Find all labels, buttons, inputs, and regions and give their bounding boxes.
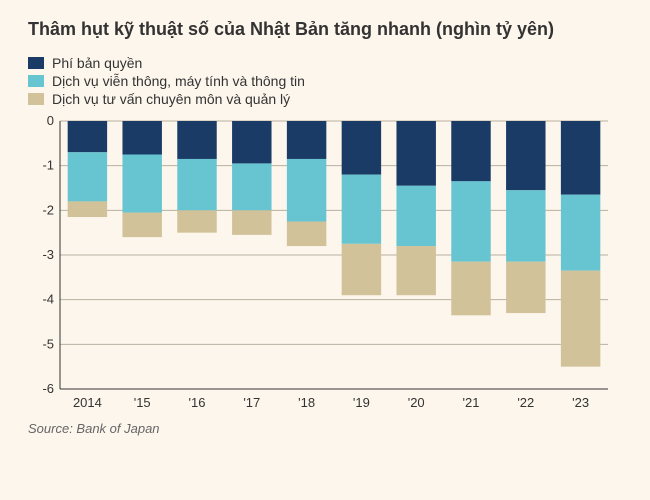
legend-swatch: [28, 93, 44, 105]
bar-segment: [396, 186, 435, 246]
x-tick-label: '19: [353, 395, 370, 410]
bar-segment: [506, 191, 545, 262]
x-tick-label: 2014: [73, 395, 102, 410]
chart-svg: 0 -1 -2 -3 -4 -5 -6 2014 '15 '16 '17 '18 '19 '20 '21 '2…: [28, 115, 618, 415]
y-tick-label: 0: [47, 115, 54, 128]
bar-segment: [451, 262, 490, 316]
chart-title: Thâm hụt kỹ thuật số của Nhật Bản tăng n…: [28, 18, 622, 41]
legend-item: Dịch vụ viễn thông, máy tính và thông ti…: [28, 73, 622, 89]
bar-segment: [122, 121, 161, 155]
bar-segment: [506, 262, 545, 313]
x-tick-label: '22: [517, 395, 534, 410]
bar-segment: [122, 155, 161, 213]
y-tick-label: -3: [42, 247, 54, 262]
bar-segment: [177, 159, 216, 210]
bar-segment: [232, 121, 271, 163]
bar-segment: [396, 121, 435, 186]
y-tick-label: -4: [42, 292, 54, 307]
y-tick-label: -5: [42, 337, 54, 352]
bar-segment: [506, 121, 545, 190]
bar-segment: [561, 195, 600, 271]
legend-swatch: [28, 57, 44, 69]
bar-segment: [68, 153, 107, 202]
bar-segment: [68, 202, 107, 218]
y-tick-label: -2: [42, 203, 54, 218]
legend-label: Phí bản quyền: [52, 55, 142, 71]
bar-segment: [287, 222, 326, 247]
bar-segment: [451, 182, 490, 262]
legend-item: Phí bản quyền: [28, 55, 622, 71]
bar-segment: [177, 121, 216, 159]
bar-segment: [122, 213, 161, 238]
x-tick-label: '15: [134, 395, 151, 410]
y-tick-label: -1: [42, 158, 54, 173]
bar-segment: [561, 271, 600, 367]
x-tick-label: '18: [298, 395, 315, 410]
x-tick-label: '20: [408, 395, 425, 410]
bar-segment: [342, 121, 381, 175]
bar-segment: [232, 211, 271, 236]
x-tick-label: '23: [572, 395, 589, 410]
bar-segment: [451, 121, 490, 181]
x-tick-label: '17: [243, 395, 260, 410]
bar-segment: [396, 246, 435, 295]
chart-legend: Phí bản quyền Dịch vụ viễn thông, máy tín…: [28, 55, 622, 107]
legend-item: Dịch vụ tư vấn chuyên môn và quản lý: [28, 91, 622, 107]
bar-segment: [177, 211, 216, 233]
bar-segment: [287, 121, 326, 159]
legend-swatch: [28, 75, 44, 87]
chart-source: Source: Bank of Japan: [28, 421, 622, 436]
bar-segment: [287, 159, 326, 222]
bar-segment: [232, 164, 271, 211]
bar-segment: [342, 244, 381, 295]
x-tick-label: '16: [189, 395, 206, 410]
legend-label: Dịch vụ viễn thông, máy tính và thông ti…: [52, 73, 305, 89]
bar-segment: [561, 121, 600, 195]
chart-plot-area: 0 -1 -2 -3 -4 -5 -6 2014 '15 '16 '17 '18 '19 '20 '21 '2…: [28, 115, 622, 415]
legend-label: Dịch vụ tư vấn chuyên môn và quản lý: [52, 91, 290, 107]
chart-container: Thâm hụt kỹ thuật số của Nhật Bản tăng n…: [0, 0, 650, 500]
bar-segment: [342, 175, 381, 244]
y-tick-label: -6: [42, 381, 54, 396]
x-tick-label: '21: [463, 395, 480, 410]
bar-segment: [68, 121, 107, 152]
